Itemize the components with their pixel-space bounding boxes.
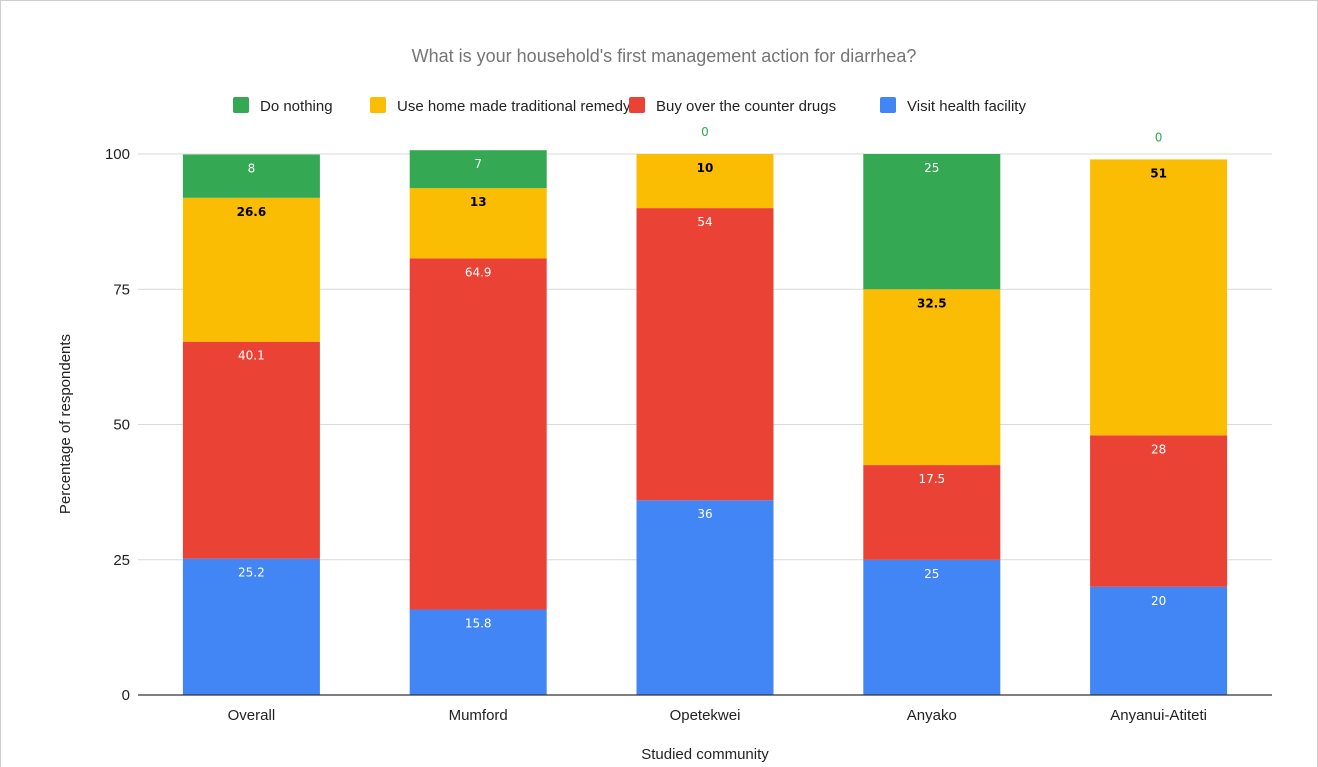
data-labels: 25.2 40.1 26.6 8 15.8 64.9 13 7 36 54 10 0 25 17.5 32.… <box>237 125 1167 631</box>
y-axis-ticks: 0 25 50 75 100 <box>105 146 130 704</box>
legend-swatch <box>629 97 645 113</box>
x-axis-label: Studied community <box>641 746 769 763</box>
bar-segment <box>182 154 320 198</box>
x-axis-ticks: Overall Mumford Opetekwei Anyako Anyanui-Ati… <box>228 707 1207 724</box>
bar-segment <box>863 559 1001 695</box>
data-label: 32.5 <box>917 296 947 310</box>
data-label: 54 <box>697 215 712 229</box>
y-tick-label: 75 <box>113 281 130 298</box>
bar-segment <box>409 188 547 259</box>
bar-segment <box>1090 586 1228 695</box>
bar-segment <box>182 341 320 559</box>
data-label: 15.8 <box>465 617 492 631</box>
legend-label: Do nothing <box>260 98 333 115</box>
bar-segment <box>863 289 1001 466</box>
bar-segment <box>636 500 774 695</box>
bar-segment <box>409 609 547 695</box>
data-label: 0 <box>701 125 709 139</box>
bar-segment <box>409 258 547 610</box>
bar-segment <box>182 197 320 342</box>
bar-segment <box>863 154 1001 290</box>
y-axis-label: Percentage of respondents <box>57 334 74 514</box>
data-label: 28 <box>1151 442 1166 456</box>
x-tick-label: Anyanui-Atiteti <box>1110 707 1207 724</box>
chart-title: What is your household's first managemen… <box>412 46 917 66</box>
data-label: 10 <box>697 161 714 175</box>
x-tick-label: Mumford <box>449 707 508 724</box>
data-label: 51 <box>1150 166 1167 180</box>
data-label: 36 <box>697 507 712 521</box>
data-label: 25.2 <box>238 566 265 580</box>
data-label: 20 <box>1151 594 1166 608</box>
y-tick-label: 0 <box>122 687 130 704</box>
data-label: 13 <box>470 195 487 209</box>
bar-segment <box>409 150 547 189</box>
data-label: 25 <box>924 161 939 175</box>
legend-label: Visit health facility <box>907 98 1026 115</box>
bar-segment <box>863 465 1001 560</box>
legend-label: Use home made traditional remedy <box>397 98 631 115</box>
bar-segment <box>636 154 774 209</box>
legend-swatch <box>880 97 896 113</box>
x-tick-label: Opetekwei <box>670 707 741 724</box>
y-tick-label: 25 <box>113 552 130 569</box>
bar-segment <box>1090 159 1228 436</box>
bar-segment <box>636 208 774 501</box>
bar-segment <box>182 558 320 695</box>
legend-swatch <box>370 97 386 113</box>
legend-swatch <box>233 97 249 113</box>
x-tick-label: Anyako <box>907 707 957 724</box>
x-tick-label: Overall <box>228 707 276 724</box>
data-label: 17.5 <box>918 472 945 486</box>
data-label: 64.9 <box>465 265 492 279</box>
data-label: 26.6 <box>237 205 267 219</box>
data-label: 40.1 <box>238 349 265 363</box>
legend-label: Buy over the counter drugs <box>656 98 836 115</box>
bar-series <box>182 150 1228 695</box>
data-label: 7 <box>474 157 482 171</box>
y-tick-label: 100 <box>105 146 130 163</box>
data-label: 8 <box>248 162 256 176</box>
bar-segment <box>1090 435 1228 587</box>
chart-legend: Do nothing Use home made traditional reme… <box>233 97 1026 115</box>
data-label: 25 <box>924 567 939 581</box>
y-tick-label: 50 <box>113 417 130 434</box>
data-label: 0 <box>1155 130 1163 144</box>
